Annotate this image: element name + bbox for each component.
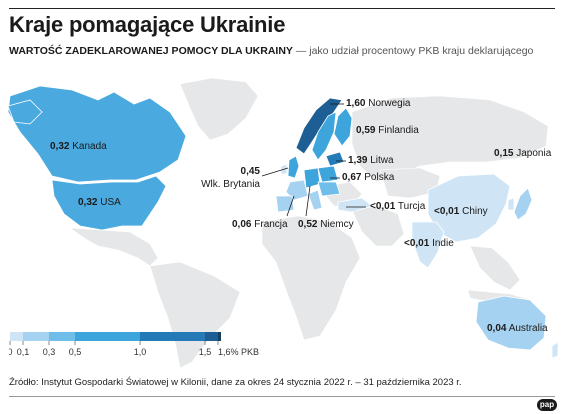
land-middle-east [351,205,405,247]
leader-uk [261,167,289,177]
label-japonia: 0,15 Japonia [494,148,552,159]
label-polska: 0,67 Polska [342,172,395,183]
land-mexico-central-america [68,227,159,267]
label-niemcy: 0,52 Niemcy [298,219,354,230]
country-germany [303,167,321,189]
country-canada [7,85,187,183]
legend-swatch [218,332,221,341]
leader-germany [305,185,311,217]
label-litwa: 1,39 Litwa [348,155,394,166]
legend-tick-label: 0,3 [43,347,56,357]
top-rule [9,8,555,9]
country-baltics [325,151,345,167]
label-turcja: <0,01 Turcja [370,201,426,212]
subtitle: WARTOŚĆ ZADEKLAROWANEJ POMOCY DLA UKRAIN… [9,45,533,57]
country-new-zealand [551,341,559,359]
land-russia [351,95,549,183]
label-wlk-brytania: 0,45 [240,166,260,177]
subtitle-strong: WARTOŚĆ ZADEKLAROWANEJ POMOCY DLA UKRAIN… [9,45,293,57]
label-indie: <0,01 Indie [404,238,454,249]
legend-tick-label: 1,5 [199,347,212,357]
land-greenland [179,77,259,141]
country-central-europe [317,181,341,197]
land-south-america [149,261,241,369]
label-australia: 0,04 Australia [487,323,548,334]
country-korea [507,197,515,211]
country-usa [51,175,167,231]
label-kanada: 0,32 Kanada [50,141,107,152]
country-finland [333,107,353,147]
legend-swatch [140,332,205,341]
legend-swatch [205,332,218,341]
legend-tick-label: 0,5 [69,347,82,357]
world-map [7,77,559,369]
leader-france [286,195,295,217]
country-australia [475,295,547,351]
color-scale-legend: 0 0,1 0,3 0,5 1,0 1,5 1,6% PKB [9,332,259,357]
page-title: Kraje pomagające Ukrainie [9,12,286,37]
label-finlandia: 0,59 Finlandia [356,125,419,136]
country-uk [287,155,300,179]
label-chiny: <0,01 Chiny [434,206,488,217]
bottom-rule [9,396,555,397]
country-poland [317,165,339,183]
legend-swatch [23,332,49,341]
legend-swatch [75,332,140,341]
country-italy [307,189,323,211]
legend-swatch [49,332,75,341]
land-africa [261,215,361,341]
legend-swatch [10,332,23,341]
country-alaska [7,99,43,125]
source-note: Źródło: Instytut Gospodarki Światowej w … [9,377,462,388]
country-france [285,179,309,201]
land-southeast-asia [469,245,521,291]
label-usa: 0,32 USA [78,197,121,208]
country-norway [295,97,343,155]
legend-tick-label: 1,0 [134,347,147,357]
label-norwegia: 1,60 Norwegia [346,98,411,109]
country-japan [513,187,533,221]
country-turkey [337,197,373,213]
label-wlk-brytania-name: Wlk. Brytania [201,179,260,190]
legend-tick-label: 0,1 [17,347,30,357]
legend-tick-label: 1,6% PKB [218,347,259,357]
country-india [411,221,445,269]
legend-tick-label: 0 [9,347,13,357]
subtitle-rest: — jako udział procentowy PKB kraju dekla… [295,45,534,57]
pap-logo: pap [537,399,557,411]
label-francja: 0,06 Francja [232,219,288,230]
country-sweden [311,111,337,161]
